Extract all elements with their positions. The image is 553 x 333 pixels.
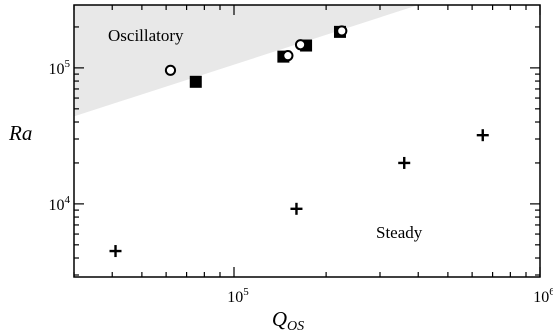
- oscillatory-label: Oscillatory: [108, 26, 184, 45]
- circle-open-point-4: [336, 25, 348, 37]
- y-tick-label-1e4: 104: [49, 194, 71, 214]
- plot-frame: [73, 4, 541, 278]
- steady-label: Steady: [376, 223, 423, 242]
- y-tick-label-1e5: 105: [49, 58, 71, 78]
- plus-point-3: [398, 156, 411, 169]
- oscillatory-region: [74, 5, 419, 117]
- circle-open-point-1: [164, 64, 177, 76]
- x-tick-label-1e6: 106: [533, 286, 553, 306]
- plus-point-2: [290, 202, 303, 215]
- square-filled-point-1: [189, 75, 202, 88]
- x-axis-label: QOS: [272, 307, 304, 333]
- x-axis-label-sub: OS: [287, 319, 304, 333]
- circle-open-point-2: [282, 50, 294, 62]
- plus-point-4: [476, 129, 489, 142]
- x-axis-label-main: Q: [272, 307, 287, 331]
- y-axis-label: Ra: [8, 121, 32, 145]
- circle-open-point-3: [294, 39, 307, 51]
- plus-point-1: [109, 245, 122, 258]
- x-tick-label-1e5: 105: [227, 286, 249, 306]
